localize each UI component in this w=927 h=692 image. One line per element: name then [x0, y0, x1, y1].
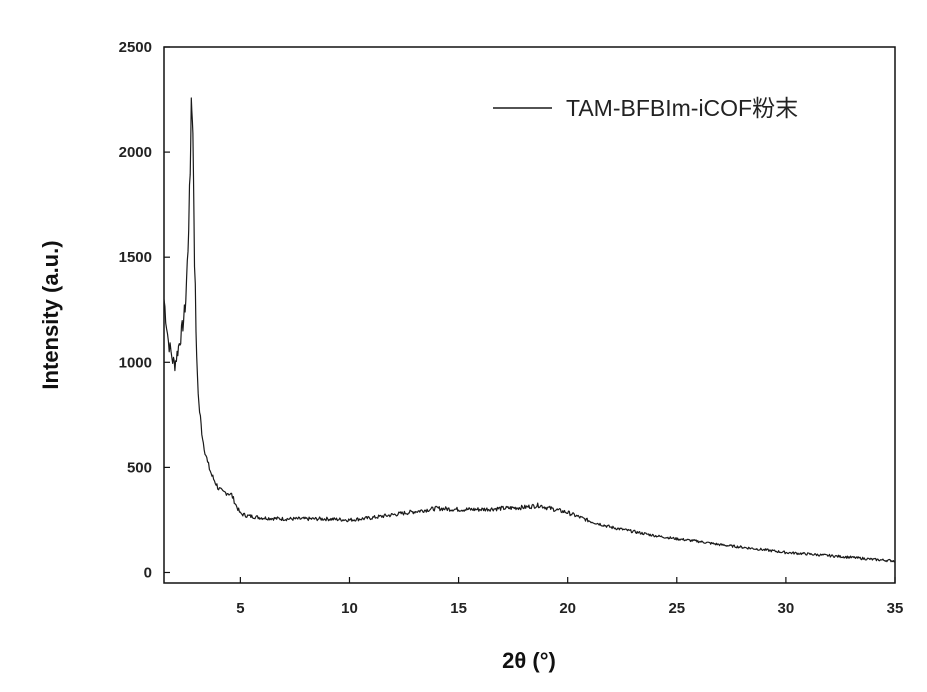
y-axis-title: Intensity (a.u.) [38, 240, 63, 389]
x-tick-label: 5 [236, 600, 244, 617]
legend: TAM-BFBIm-iCOF粉末 [493, 95, 798, 121]
y-tick-label: 1500 [119, 249, 152, 266]
x-tick-label: 20 [559, 600, 576, 617]
y-tick-label: 2500 [119, 39, 152, 56]
y-tick-label: 1000 [119, 354, 152, 371]
x-tick-label: 35 [887, 600, 904, 617]
x-tick-label: 25 [668, 600, 685, 617]
x-tick-label: 30 [778, 600, 795, 617]
x-axis-ticks: 5 10 15 20 25 30 35 [236, 577, 903, 617]
y-axis-ticks: 0 500 1000 1500 2000 2500 [119, 39, 170, 581]
legend-label: TAM-BFBIm-iCOF粉末 [566, 95, 798, 121]
y-tick-label: 500 [127, 459, 152, 476]
y-tick-label: 0 [144, 564, 152, 581]
series-line [163, 97, 896, 563]
plot-frame [163, 46, 896, 584]
x-tick-label: 10 [341, 600, 358, 617]
x-tick-label: 15 [450, 600, 467, 617]
y-tick-label: 2000 [119, 144, 152, 161]
x-axis-title: 2θ (°) [502, 648, 556, 673]
